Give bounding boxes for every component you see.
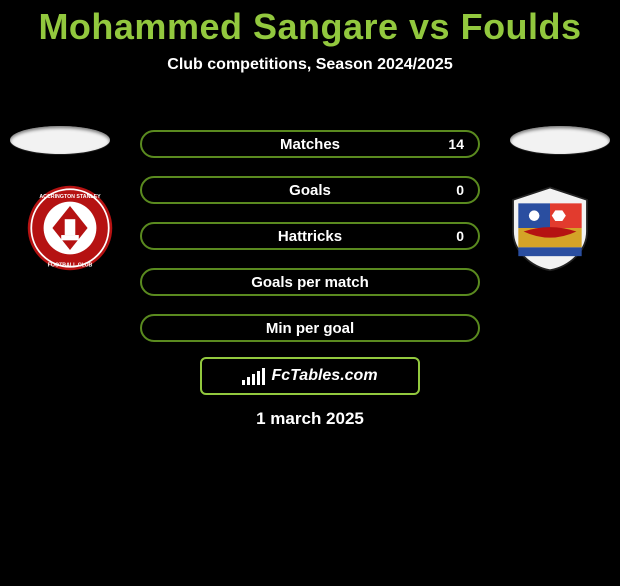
- brand-plaque[interactable]: FcTables.com: [200, 357, 420, 395]
- right-club-crest: [506, 184, 594, 272]
- stat-row-matches: Matches 14: [140, 130, 480, 158]
- svg-text:FOOTBALL CLUB: FOOTBALL CLUB: [48, 263, 93, 269]
- stat-label: Hattricks: [160, 228, 460, 245]
- right-flag-oval: [510, 126, 610, 154]
- date-text: 1 march 2025: [0, 409, 620, 429]
- stat-row-min-per-goal: Min per goal: [140, 314, 480, 342]
- left-flag-oval: [10, 126, 110, 154]
- stat-row-goals-per-match: Goals per match: [140, 268, 480, 296]
- stat-label: Goals per match: [160, 274, 460, 291]
- crest-left-icon: ACCRINGTON STANLEY FOOTBALL CLUB: [26, 184, 114, 272]
- brand-text: FcTables.com: [271, 367, 377, 385]
- subtitle: Club competitions, Season 2024/2025: [0, 56, 620, 74]
- stat-label: Goals: [160, 182, 460, 199]
- bar-chart-icon: [242, 368, 265, 385]
- svg-text:ACCRINGTON STANLEY: ACCRINGTON STANLEY: [39, 194, 101, 200]
- stat-value: 0: [456, 182, 464, 198]
- crest-right-icon: [506, 184, 594, 272]
- stat-value: 14: [448, 136, 464, 152]
- stat-row-goals: Goals 0: [140, 176, 480, 204]
- stat-label: Matches: [160, 136, 460, 153]
- left-club-crest: ACCRINGTON STANLEY FOOTBALL CLUB: [26, 184, 114, 272]
- stat-label: Min per goal: [160, 320, 460, 337]
- page-title: Mohammed Sangare vs Foulds: [0, 6, 620, 48]
- stat-value: 0: [456, 228, 464, 244]
- stats-list: Matches 14 Goals 0 Hattricks 0 Goals per…: [140, 130, 480, 360]
- stat-row-hattricks: Hattricks 0: [140, 222, 480, 250]
